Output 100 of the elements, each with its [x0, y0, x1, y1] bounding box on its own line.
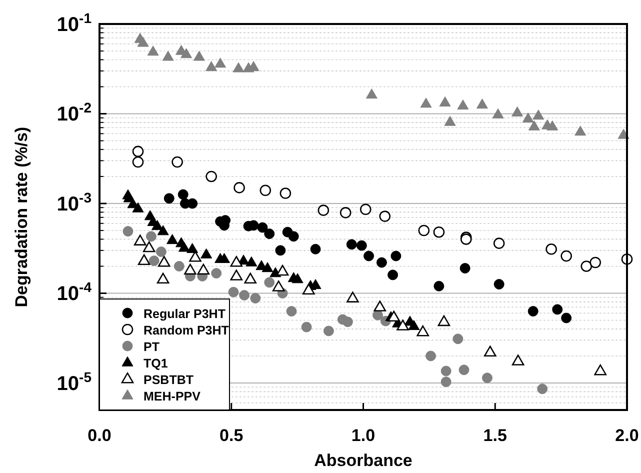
point [246, 256, 258, 266]
point [280, 188, 292, 199]
point [376, 257, 387, 268]
point [180, 48, 192, 58]
point [440, 376, 452, 388]
point [156, 246, 166, 257]
point [574, 126, 586, 136]
legend-label: MEH-PPV [144, 390, 202, 404]
point [452, 334, 464, 344]
point [137, 36, 149, 47]
point [178, 242, 190, 252]
point [292, 273, 304, 284]
point [200, 248, 212, 258]
y-tick-label: 10$^{-3}$ [56, 189, 92, 216]
point [439, 96, 451, 106]
legend-label: PT [144, 340, 160, 354]
y-tick-label: 10$^{-4}$ [56, 279, 92, 306]
point [156, 272, 170, 284]
point [147, 46, 159, 56]
point [460, 262, 470, 274]
point [132, 156, 144, 168]
point [157, 225, 169, 236]
point [193, 50, 205, 61]
x-tick-label: 1.0 [351, 426, 376, 445]
x-axis-title: Absorbance [314, 451, 412, 470]
point [122, 226, 134, 237]
point [346, 239, 357, 250]
point [134, 234, 146, 246]
point [512, 354, 524, 366]
point [372, 310, 384, 320]
point [158, 256, 170, 267]
point [323, 326, 334, 336]
point [275, 245, 286, 256]
point [374, 300, 386, 312]
point [301, 322, 312, 332]
point [310, 244, 321, 254]
point [250, 292, 261, 304]
point [580, 260, 592, 272]
point [272, 280, 285, 292]
point [388, 310, 400, 322]
point [416, 325, 430, 336]
point [492, 108, 504, 118]
point [228, 286, 239, 298]
point [132, 146, 144, 158]
legend-label: Regular P3HT [144, 307, 226, 321]
x-tick-label: 1.5 [483, 426, 507, 445]
point [132, 202, 144, 212]
point [522, 112, 534, 123]
point [172, 156, 183, 168]
point [528, 120, 540, 130]
y-tick-label: 10$^{-2}$ [56, 100, 92, 126]
point [364, 250, 374, 262]
point [532, 110, 544, 120]
point [440, 366, 452, 376]
point [232, 62, 244, 72]
point [390, 250, 402, 262]
point [244, 272, 257, 284]
point [197, 264, 210, 275]
point [444, 116, 456, 126]
legend-label: Random P3HT [144, 324, 230, 338]
y-tick-label: 10$^{-1}$ [56, 10, 92, 36]
point [318, 204, 330, 216]
point [234, 182, 245, 194]
point [366, 88, 378, 99]
point [433, 226, 445, 238]
point [494, 278, 504, 290]
x-tick-label: 0.0 [88, 426, 112, 445]
point [340, 207, 352, 218]
point [142, 241, 156, 252]
point [493, 238, 505, 249]
point [537, 384, 548, 394]
point [152, 220, 164, 230]
point [184, 264, 196, 275]
point [482, 372, 492, 384]
point [239, 290, 250, 300]
point [420, 98, 432, 108]
point [164, 193, 174, 204]
point [552, 304, 563, 315]
point [186, 243, 198, 253]
point [561, 312, 572, 324]
point [476, 98, 488, 109]
point [218, 252, 230, 263]
point [206, 170, 217, 182]
point [230, 270, 243, 280]
point [148, 256, 160, 266]
point [264, 277, 275, 288]
point [346, 292, 359, 302]
point [388, 270, 398, 280]
point [260, 184, 272, 196]
point [257, 222, 268, 233]
point [206, 61, 218, 72]
point [512, 106, 524, 116]
point [288, 231, 299, 242]
x-tick-label: 0.5 [220, 426, 244, 445]
point [434, 280, 444, 292]
point [230, 256, 243, 267]
point [146, 231, 156, 242]
point [138, 254, 150, 266]
point [302, 284, 315, 294]
point [458, 364, 470, 376]
